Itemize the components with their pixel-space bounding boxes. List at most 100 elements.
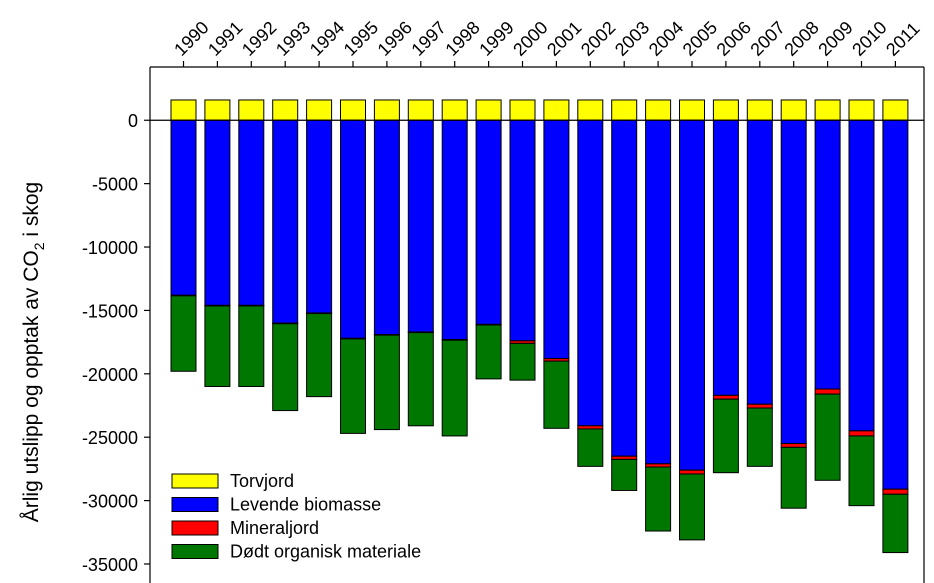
legend-label-1: Torvjord	[230, 471, 294, 491]
x-tick-label: 2004	[645, 17, 687, 59]
bars	[170, 99, 909, 554]
legend-swatch-3	[171, 520, 219, 536]
bar-1991-series-4	[204, 305, 231, 387]
bar-1991-series-1	[204, 99, 231, 121]
legend-label-2: Levende biomasse	[230, 495, 381, 515]
bar-1998-series-2	[441, 119, 468, 341]
bar-2007-series-3	[746, 403, 773, 409]
bar-2011-series-2	[882, 119, 909, 490]
x-tick-label: 2010	[848, 17, 890, 59]
bar-1990-series-4	[170, 295, 197, 372]
bar-2004-series-4	[645, 466, 672, 532]
bar-2005-series-3	[679, 469, 705, 475]
y-axis: 0 -5000 -10000 -15000 -20000 -25000 -30000 -350…	[82, 111, 150, 575]
y-tick-label: 0	[128, 111, 138, 131]
bar-1999-series-4	[475, 324, 502, 380]
x-tick-label: 1994	[306, 17, 348, 59]
x-tick-label: 1998	[441, 17, 483, 59]
legend-swatch-1	[171, 473, 219, 489]
x-tick-label: 1990	[170, 17, 212, 59]
bar-2003-series-2	[611, 119, 638, 457]
bar-1993-series-2	[272, 119, 299, 324]
x-tick-label: 2009	[814, 17, 856, 59]
plot-frame	[149, 66, 925, 583]
bar-2008-series-2	[780, 119, 807, 445]
bar-2002-series-1	[577, 99, 604, 121]
bar-2009-series-1	[814, 99, 841, 121]
y-tick-label: -5000	[92, 175, 138, 195]
bar-1996-series-4	[373, 334, 400, 431]
bar-2011-series-4	[882, 493, 909, 554]
bar-2008-series-1	[780, 99, 807, 121]
x-tick-label: 1997	[407, 17, 449, 59]
x-tick-label: 1992	[238, 17, 280, 59]
y-axis-label-prefix: Årlig utslipp og opptak av CO	[20, 250, 43, 522]
bar-1993-series-4	[272, 323, 299, 412]
bar-2005-series-1	[679, 99, 705, 121]
bar-2010-series-2	[848, 119, 875, 432]
bar-2002-series-2	[577, 119, 604, 427]
x-tick-label: 1991	[204, 17, 246, 59]
bar-1992-series-1	[238, 99, 265, 121]
bar-2010-series-1	[848, 99, 875, 121]
bar-1990-series-2	[170, 119, 197, 296]
bar-2004-series-2	[645, 119, 672, 465]
y-tick-label: -30000	[82, 492, 138, 512]
legend-label-4: Dødt organisk materiale	[230, 542, 421, 562]
bar-2011-series-1	[882, 99, 909, 121]
y-tick-label: -25000	[82, 428, 138, 448]
bar-2005-series-2	[679, 119, 705, 471]
bar-1994-series-2	[306, 119, 333, 314]
bar-2006-series-3	[712, 394, 739, 400]
bar-1994-series-4	[306, 313, 333, 398]
y-tick-label: -15000	[82, 301, 138, 321]
bar-2009-series-4	[814, 393, 841, 481]
x-tick-label: 2006	[713, 17, 755, 59]
x-tick-label: 2005	[679, 17, 721, 59]
x-axis: 1990199119921993199419951996199719981999…	[170, 17, 924, 67]
x-tick-label: 2000	[509, 17, 551, 59]
bar-1995-series-1	[340, 99, 366, 121]
x-tick-label: 1996	[374, 17, 416, 59]
bar-2009-series-3	[814, 388, 841, 395]
bar-1996-series-2	[373, 119, 400, 336]
bar-2004-series-1	[645, 99, 672, 121]
x-tick-label: 2011	[882, 18, 924, 60]
bar-2001-series-1	[543, 99, 570, 121]
bar-1997-series-4	[407, 332, 434, 427]
x-tick-label: 2007	[746, 17, 788, 59]
bar-2011-series-3	[882, 488, 909, 495]
legend-label-3: Mineraljord	[230, 518, 319, 538]
x-tick-label: 1993	[272, 17, 314, 59]
bar-1998-series-4	[441, 339, 468, 437]
bar-2007-series-1	[746, 99, 773, 121]
bar-1992-series-2	[238, 119, 265, 306]
bar-1993-series-1	[272, 99, 299, 121]
x-tick-label: 2003	[611, 17, 653, 59]
bar-2010-series-3	[848, 430, 875, 437]
legend-swatch-2	[171, 497, 219, 512]
bar-2006-series-2	[712, 119, 739, 396]
bar-1991-series-2	[204, 119, 231, 306]
x-tick-label: 2008	[780, 17, 822, 59]
y-axis-label-subscript: 2	[31, 242, 47, 250]
bar-1995-series-4	[340, 338, 366, 434]
y-axis-label: Årlig utslipp og opptak av CO2 i skog	[20, 182, 47, 522]
bar-2007-series-2	[746, 119, 773, 405]
bar-2003-series-4	[611, 458, 638, 491]
y-tick-label: -20000	[82, 365, 138, 385]
y-tick-label: -35000	[82, 555, 138, 575]
bar-1997-series-2	[407, 119, 434, 333]
x-tick-label: 2002	[577, 17, 619, 59]
bar-2009-series-2	[814, 119, 841, 390]
y-tick-label: -10000	[82, 238, 138, 258]
legend-swatch-4	[171, 544, 219, 559]
bar-1997-series-1	[407, 99, 434, 121]
bar-2010-series-4	[848, 435, 875, 507]
bar-2008-series-3	[780, 443, 807, 448]
bar-2000-series-1	[509, 99, 536, 121]
bar-2002-series-4	[577, 428, 604, 467]
bar-2001-series-4	[543, 360, 570, 429]
bar-1990-series-1	[170, 99, 197, 121]
